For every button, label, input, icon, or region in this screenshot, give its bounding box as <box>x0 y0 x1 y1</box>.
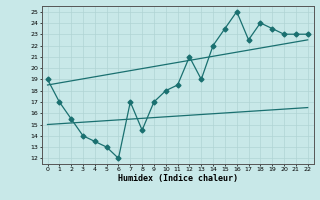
X-axis label: Humidex (Indice chaleur): Humidex (Indice chaleur) <box>118 174 237 183</box>
